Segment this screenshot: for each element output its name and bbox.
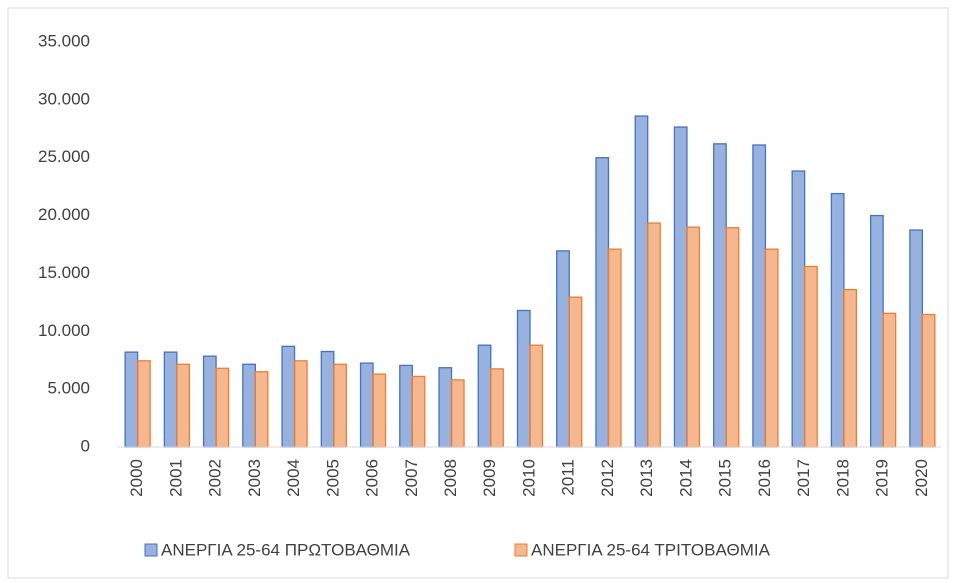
bar bbox=[254, 371, 269, 448]
x-tick-label: 2015 bbox=[716, 459, 735, 497]
x-tick-label: 2006 bbox=[363, 459, 382, 497]
bar bbox=[136, 360, 151, 448]
bar bbox=[843, 288, 858, 448]
bar bbox=[124, 351, 139, 448]
x-tick-label: 2002 bbox=[206, 459, 225, 497]
bar bbox=[869, 214, 884, 448]
bar bbox=[438, 367, 453, 448]
y-tick-label: 10.000 bbox=[38, 321, 90, 340]
bar bbox=[163, 351, 178, 448]
bar bbox=[607, 248, 622, 448]
y-tick-label: 15.000 bbox=[38, 263, 90, 282]
x-tick-label: 2008 bbox=[441, 459, 460, 497]
x-tick-label: 2013 bbox=[637, 459, 656, 497]
bar bbox=[359, 362, 374, 448]
bar bbox=[176, 363, 191, 448]
bar bbox=[568, 296, 583, 448]
bar bbox=[673, 126, 688, 448]
bar bbox=[242, 363, 256, 448]
chart-border bbox=[7, 7, 949, 579]
bar bbox=[202, 355, 217, 448]
x-tick-label: 2017 bbox=[794, 459, 813, 497]
bar bbox=[686, 226, 701, 448]
bar bbox=[882, 312, 897, 448]
x-tick-label: 2014 bbox=[676, 459, 695, 497]
bar bbox=[804, 265, 818, 448]
y-tick-label: 30.000 bbox=[38, 89, 90, 108]
bar bbox=[372, 373, 387, 448]
legend-swatch bbox=[144, 543, 158, 557]
x-tick-label: 2004 bbox=[284, 459, 303, 497]
y-tick-label: 35.000 bbox=[38, 31, 90, 50]
bar bbox=[293, 360, 308, 448]
bar bbox=[725, 227, 740, 448]
bar bbox=[556, 250, 570, 448]
bar bbox=[490, 368, 504, 448]
x-tick-label: 2001 bbox=[166, 459, 185, 497]
bar bbox=[830, 192, 845, 448]
bar bbox=[752, 144, 767, 448]
x-tick-label: 2005 bbox=[323, 459, 342, 497]
x-tick-label: 2009 bbox=[480, 459, 499, 497]
y-tick-label: 5.000 bbox=[47, 379, 90, 398]
bar bbox=[399, 364, 413, 448]
x-tick-label: 2000 bbox=[127, 459, 146, 497]
bar bbox=[215, 367, 230, 448]
x-tick-label: 2010 bbox=[519, 459, 538, 497]
x-tick-label: 2011 bbox=[559, 459, 578, 496]
bar bbox=[634, 115, 649, 448]
bar bbox=[921, 313, 936, 448]
bar bbox=[320, 350, 335, 448]
x-tick-label: 2003 bbox=[245, 459, 264, 497]
bar bbox=[529, 344, 544, 448]
bar bbox=[516, 309, 531, 448]
bar bbox=[647, 222, 661, 448]
bar bbox=[713, 143, 727, 448]
y-tick-label: 20.000 bbox=[38, 205, 90, 224]
bar bbox=[909, 229, 924, 448]
legend-swatch bbox=[514, 543, 528, 557]
bar bbox=[450, 379, 465, 448]
x-tick-label: 2012 bbox=[598, 459, 617, 497]
x-tick-label: 2016 bbox=[755, 459, 774, 497]
bar bbox=[764, 248, 779, 448]
y-tick-label: 0 bbox=[81, 436, 90, 455]
bar bbox=[411, 375, 426, 448]
bar bbox=[595, 157, 610, 448]
x-tick-label: 2019 bbox=[873, 459, 892, 497]
bar bbox=[791, 170, 806, 448]
legend-label: ΑΝΕΡΓΙΑ 25-64 ΠΡΩΤΟΒΑΘΜΙΑ bbox=[161, 540, 411, 559]
legend-label: ΑΝΕΡΓΙΑ 25-64 ΤΡΙΤΟΒΑΘΜΙΑ bbox=[531, 540, 771, 559]
x-tick-label: 2018 bbox=[833, 459, 852, 497]
bar bbox=[477, 344, 492, 448]
bar bbox=[333, 363, 347, 448]
bar bbox=[281, 345, 296, 448]
y-tick-label: 25.000 bbox=[38, 147, 90, 166]
x-tick-label: 2020 bbox=[912, 459, 931, 497]
x-tick-label: 2007 bbox=[402, 459, 421, 497]
